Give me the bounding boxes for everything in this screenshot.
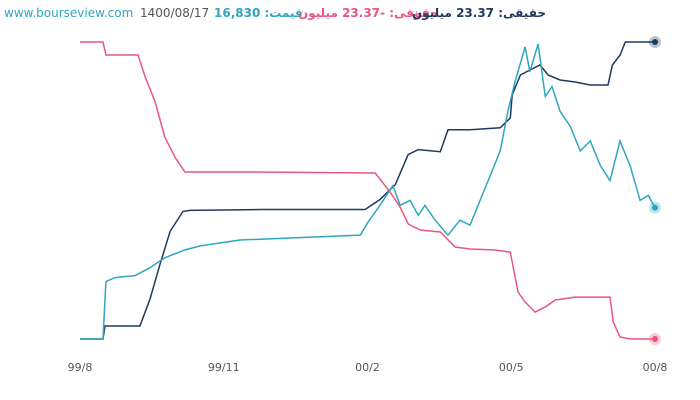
end-point [652, 336, 658, 342]
legend-entry: حقیقی: 23.37 میلیون [412, 6, 546, 20]
x-tick-label: 00/5 [499, 361, 524, 374]
x-tick-label: 00/8 [643, 361, 668, 374]
source: www.bourseview.com [4, 6, 134, 20]
end-point [652, 204, 658, 211]
date: 1400/08/17 [140, 6, 210, 20]
x-tick-label: 99/8 [68, 361, 93, 374]
legend-entry: قیمت: 16,830 [214, 6, 303, 20]
x-tick-label: 00/2 [355, 361, 380, 374]
legend-entry: حقوقی: -23.37 میلیون [298, 6, 439, 20]
series-line [80, 41, 655, 340]
end-point [652, 39, 658, 45]
x-tick-label: 99/11 [208, 361, 240, 374]
series-line [80, 43, 656, 340]
series-line [80, 41, 655, 340]
